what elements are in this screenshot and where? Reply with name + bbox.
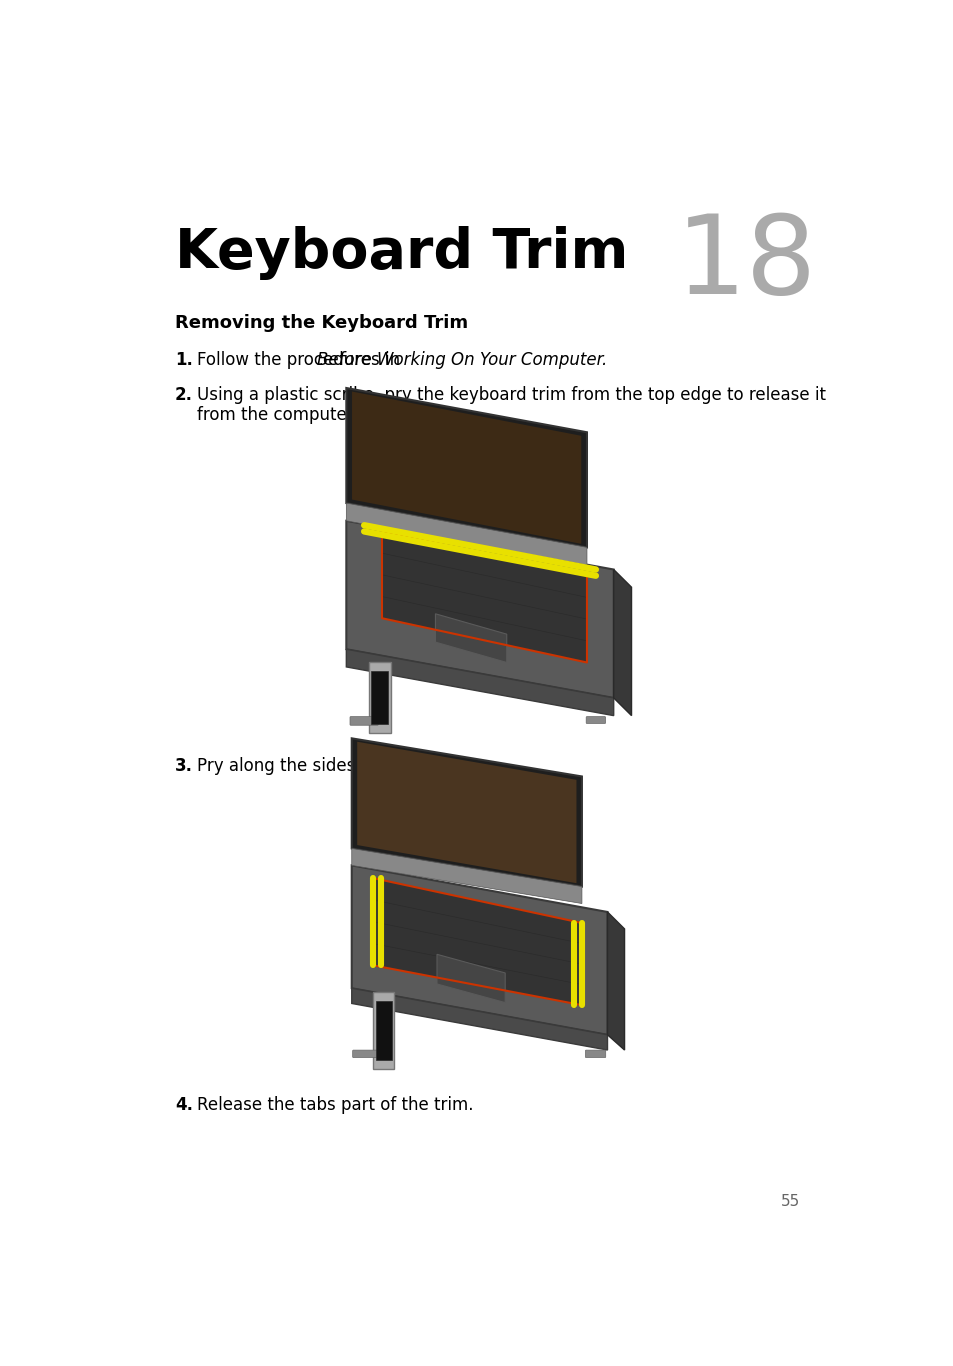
Text: Pry along the sides.: Pry along the sides. [196, 757, 360, 775]
Polygon shape [352, 739, 581, 887]
Polygon shape [346, 388, 586, 548]
FancyBboxPatch shape [350, 717, 378, 725]
Polygon shape [346, 503, 586, 566]
FancyBboxPatch shape [585, 1050, 605, 1057]
Polygon shape [375, 1001, 392, 1060]
Text: Keyboard Trim: Keyboard Trim [174, 225, 628, 280]
Text: Before Working On Your Computer.: Before Working On Your Computer. [316, 351, 606, 369]
Text: 1.: 1. [174, 351, 193, 369]
Polygon shape [352, 848, 581, 903]
Text: 2.: 2. [174, 385, 193, 404]
Polygon shape [381, 531, 586, 663]
Polygon shape [371, 671, 388, 724]
Polygon shape [346, 649, 613, 716]
Polygon shape [368, 663, 391, 734]
Polygon shape [352, 988, 607, 1050]
Polygon shape [352, 866, 607, 1035]
Text: 55: 55 [781, 1194, 800, 1209]
Text: Using a plastic scribe, pry the keyboard trim from the top edge to release it
fr: Using a plastic scribe, pry the keyboard… [196, 385, 825, 425]
Text: 4.: 4. [174, 1096, 193, 1113]
Polygon shape [373, 878, 581, 1005]
Polygon shape [436, 955, 505, 1003]
Polygon shape [346, 520, 613, 698]
Text: 3.: 3. [174, 757, 193, 775]
FancyBboxPatch shape [585, 717, 605, 724]
FancyBboxPatch shape [353, 1050, 377, 1057]
Text: 18: 18 [675, 210, 816, 317]
Text: Follow the procedures in: Follow the procedures in [196, 351, 405, 369]
Text: Release the tabs part of the trim.: Release the tabs part of the trim. [196, 1096, 473, 1113]
Polygon shape [613, 570, 631, 716]
Text: Removing the Keyboard Trim: Removing the Keyboard Trim [174, 314, 468, 332]
Polygon shape [352, 392, 580, 544]
Polygon shape [435, 613, 506, 663]
Polygon shape [356, 742, 576, 884]
Polygon shape [373, 993, 394, 1068]
Polygon shape [607, 912, 624, 1050]
